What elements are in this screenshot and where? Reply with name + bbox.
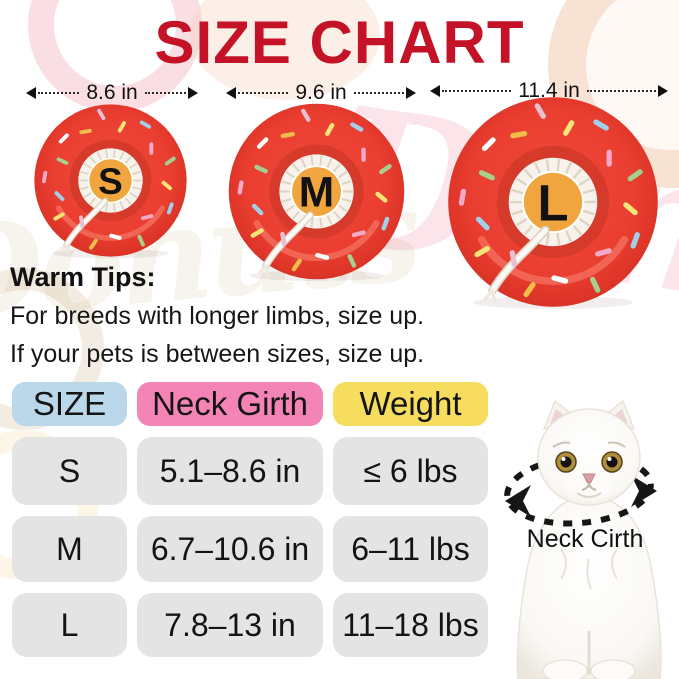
diameter-label-s: 8.6 in — [86, 81, 138, 104]
cat-head — [537, 408, 641, 506]
diameter-label-l: 11.4 in — [518, 79, 580, 102]
warm-tips-heading: Warm Tips: — [10, 262, 156, 292]
header-cell-neck-girth: Neck Girth — [137, 382, 323, 426]
donut-collar-large: L — [448, 97, 658, 309]
cat-inner-ear — [550, 409, 566, 424]
dotted-line — [238, 92, 289, 94]
cat-brows — [552, 441, 626, 448]
cat-mouth — [581, 482, 597, 491]
loop-arrowhead-left — [505, 485, 531, 517]
dotted-line — [442, 90, 512, 92]
table-cell-size-s: S — [12, 437, 127, 505]
eye-glint — [607, 457, 612, 461]
donut-size-letter-s: S — [98, 161, 123, 202]
cat-inner-ear — [612, 409, 628, 424]
neck-girth-caption: Neck Cirth — [526, 525, 644, 553]
header-cell-size: SIZE — [12, 382, 127, 426]
cat-neck-girth-figure: Neck Cirth — [499, 399, 679, 679]
table-cell-weight-l: 11–18 lbs — [333, 593, 488, 657]
arrow-right-icon — [658, 85, 668, 97]
donut-collar-small: S — [34, 104, 187, 259]
arrow-left-icon — [26, 87, 36, 99]
table-cell-size-m: M — [12, 516, 127, 582]
table-cell-weight-s: ≤ 6 lbs — [333, 437, 488, 505]
donut-illustration — [34, 104, 187, 259]
eye-glint — [561, 457, 566, 461]
arrow-left-icon — [430, 85, 440, 97]
donut-illustration — [448, 97, 658, 309]
arrow-right-icon — [188, 87, 198, 99]
fur-strokes — [560, 548, 618, 590]
donut-collar-medium: M — [228, 103, 405, 282]
arrow-right-icon — [406, 87, 416, 99]
loop-arrowhead-right — [631, 475, 657, 507]
warm-tips-line-2: If your pets is between sizes, size up. — [10, 340, 425, 368]
table-cell-neck-s: 5.1–8.6 in — [137, 437, 323, 505]
dotted-line — [586, 90, 656, 92]
white-cat-illustration — [504, 399, 662, 679]
dotted-line — [38, 92, 80, 94]
diameter-label-m: 9.6 in — [295, 81, 347, 104]
cat-paw — [542, 659, 588, 679]
header-cell-weight: Weight — [333, 382, 488, 426]
donut-size-letter-l: L — [537, 175, 568, 232]
arrow-left-icon — [226, 87, 236, 99]
page-title: SIZE CHART — [154, 9, 525, 76]
diameter-arrow-l: 11.4 in — [430, 79, 668, 102]
table-cell-neck-l: 7.8–13 in — [137, 593, 323, 657]
cat-paw — [590, 659, 636, 679]
warm-tips: Warm Tips: For breeds with longer limbs,… — [10, 262, 424, 369]
dotted-line — [144, 92, 186, 94]
diameter-arrow-s: 8.6 in — [26, 81, 198, 104]
cat-chin — [576, 492, 602, 498]
table-cell-weight-m: 6–11 lbs — [333, 516, 488, 582]
cat-nose — [582, 473, 596, 484]
diameter-arrow-m: 9.6 in — [226, 81, 416, 104]
table-cell-size-l: L — [12, 593, 127, 657]
donut-size-letter-m: M — [299, 168, 334, 216]
size-table: SIZE Neck Girth Weight S 5.1–8.6 in ≤ 6 … — [12, 382, 488, 657]
dotted-line — [353, 92, 404, 94]
warm-tips-line-1: For breeds with longer limbs, size up. — [10, 302, 425, 330]
table-cell-neck-m: 6.7–10.6 in — [137, 516, 323, 582]
donut-illustration — [228, 103, 405, 282]
